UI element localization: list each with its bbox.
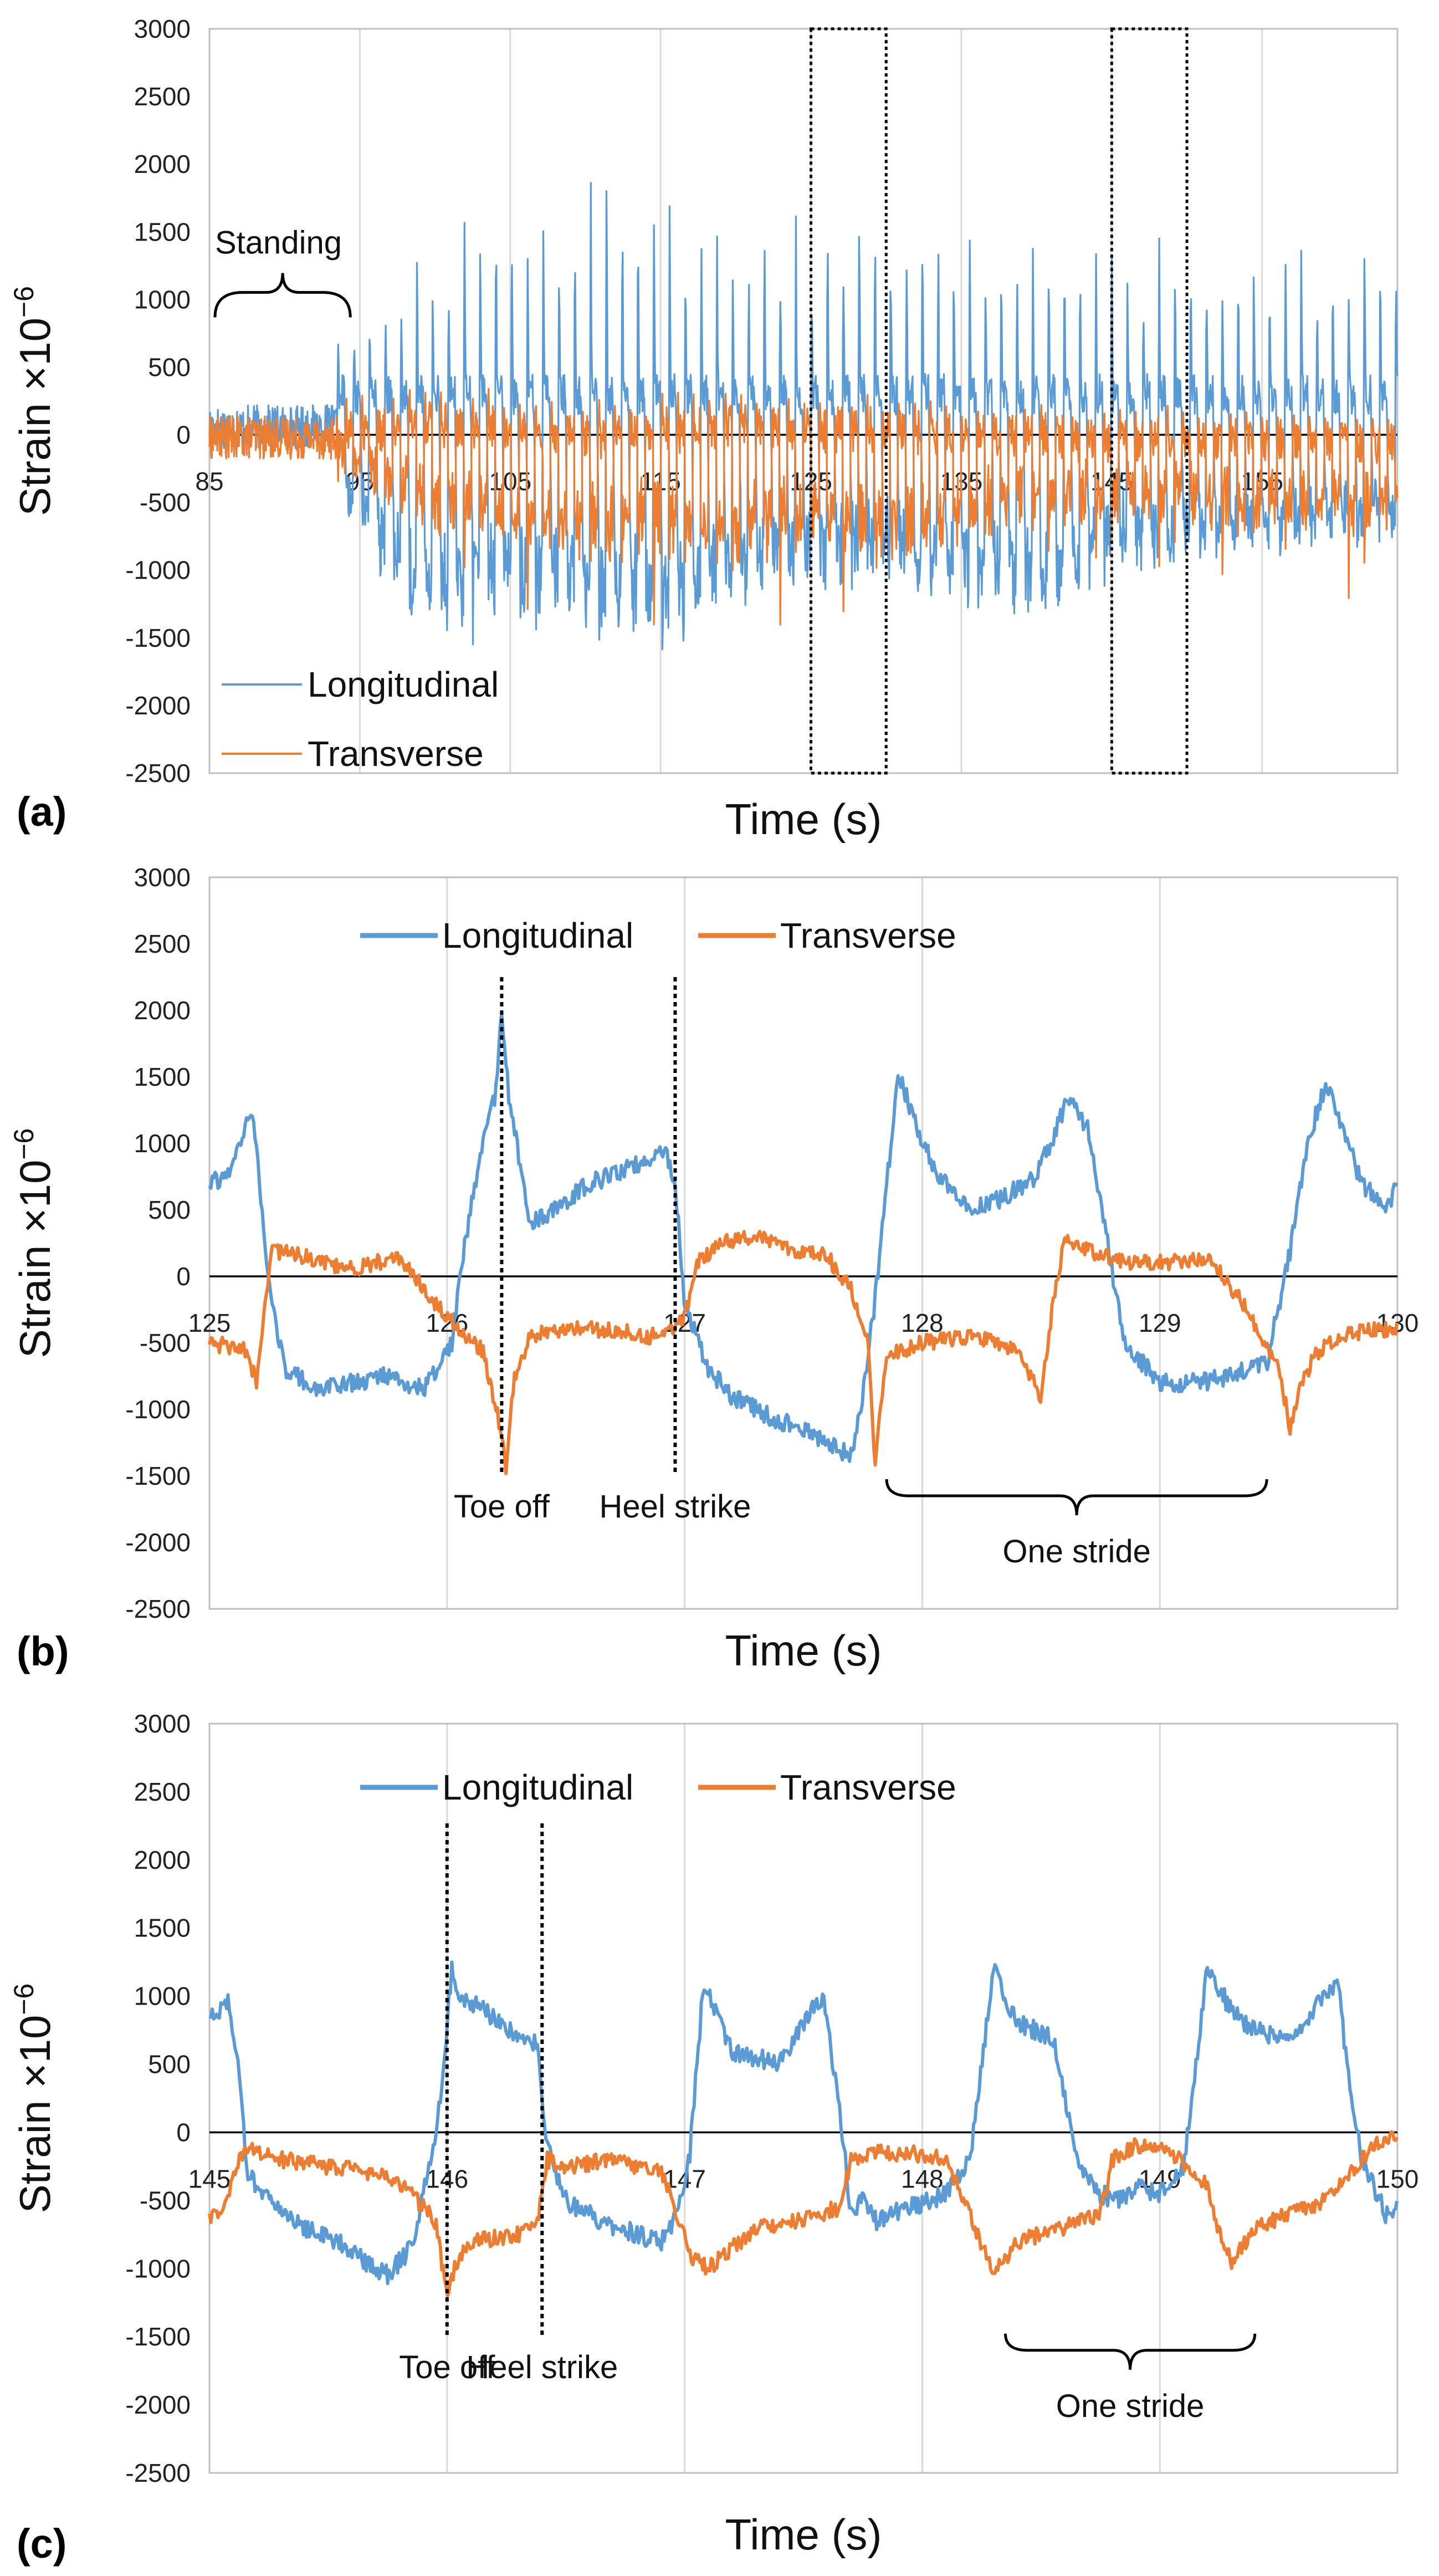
chart-panel-b: 3000 2500 2000 1500 1000 500 0 -500 -1000 -1500 -2… — [8, 863, 1418, 1675]
y-tick-label: 500 — [148, 2050, 191, 2079]
x-axis-title: Time (s) — [725, 1626, 882, 1675]
y-tick-label: 1000 — [134, 1982, 191, 2011]
toe-off-label: Toe off — [399, 2349, 495, 2385]
y-tick-label: 500 — [148, 1195, 191, 1224]
legend-label-transverse: Transverse — [780, 1767, 956, 1807]
series-line-transverse — [208, 387, 1399, 626]
y-tick-label: -1500 — [125, 623, 191, 652]
legend-label-longitudinal: Longitudinal — [442, 1767, 633, 1807]
chart-panel-c: 3000 2500 2000 1500 1000 500 0 -500 -1000 -1500 -2… — [8, 1709, 1418, 2567]
plot-frame — [208, 876, 1399, 1610]
standing-label: Standing — [215, 225, 342, 261]
heel-strike-label: Heel strike — [599, 1489, 751, 1525]
heel-strike-label: Heel strike — [466, 2349, 618, 2385]
x-tick-label: 125 — [188, 1309, 231, 1337]
y-axis-title-exponent: −6 — [8, 286, 39, 318]
y-tick-label: -1000 — [125, 1395, 191, 1424]
x-axis-title: Time (s) — [725, 2510, 882, 2559]
x-tick-label: 150 — [1376, 2164, 1419, 2193]
series-line-longitudinal — [209, 1960, 1399, 2286]
y-axis-title-exponent: −6 — [8, 1128, 39, 1160]
y-tick-label: -500 — [140, 488, 191, 517]
y-tick-label: -1500 — [125, 1461, 191, 1490]
y-axis-title: Strain ×10−6 — [8, 1984, 59, 2214]
y-tick-label: -500 — [140, 1328, 191, 1357]
y-tick-label: -2000 — [125, 2390, 191, 2419]
y-tick-label: 500 — [148, 352, 191, 381]
toe-off-label: Toe off — [454, 1489, 550, 1525]
y-tick-label: 1000 — [134, 285, 191, 314]
y-tick-label: 2000 — [134, 996, 191, 1025]
y-tick-label: 1000 — [134, 1129, 191, 1158]
x-tick-label: 85 — [195, 467, 223, 496]
x-tick-label: 145 — [188, 2164, 231, 2193]
stride-label: One stride — [1002, 1534, 1151, 1570]
y-tick-label: 3000 — [134, 1709, 191, 1738]
series-line-longitudinal — [208, 1011, 1399, 1463]
y-tick-label: -1000 — [125, 2254, 191, 2283]
highlight-box — [810, 27, 888, 775]
y-axis-title-main: Strain ×10 — [11, 318, 59, 516]
x-tick-label: 129 — [1139, 1309, 1181, 1337]
x-tick-label: 146 — [426, 2164, 468, 2193]
y-tick-label: 2000 — [134, 1846, 191, 1874]
y-tick-label: -2500 — [125, 1594, 191, 1623]
panel-label: (c) — [17, 2521, 66, 2567]
y-tick-label: -2500 — [125, 759, 191, 788]
panel-label: (a) — [17, 789, 66, 835]
stride-label: One stride — [1056, 2388, 1205, 2424]
y-tick-label: -1000 — [125, 556, 191, 585]
y-axis-title-main: Strain ×10 — [11, 1160, 59, 1358]
y-axis-title: Strain ×10−6 — [8, 286, 59, 516]
y-tick-label: -2000 — [125, 691, 191, 720]
stride-brace — [885, 1479, 1268, 1516]
legend-label-transverse: Transverse — [308, 734, 484, 774]
standing-brace — [213, 273, 352, 318]
plot-frame — [208, 28, 1399, 774]
y-tick-label: 1500 — [134, 1062, 191, 1091]
y-tick-label: 0 — [176, 421, 191, 449]
y-tick-label: 1500 — [134, 217, 191, 246]
y-tick-label: 2500 — [134, 929, 191, 958]
x-axis-title: Time (s) — [725, 795, 882, 844]
y-tick-label: -500 — [140, 2186, 191, 2215]
series-line-transverse — [208, 2130, 1399, 2298]
stride-brace — [1003, 2333, 1257, 2370]
legend-label-longitudinal: Longitudinal — [308, 665, 499, 704]
y-tick-label: 2500 — [134, 1777, 191, 1806]
y-axis-title-exponent: −6 — [8, 1984, 39, 2015]
plot-frame — [208, 1723, 1399, 2474]
y-tick-label: 0 — [176, 1262, 191, 1291]
y-tick-label: 1500 — [134, 1914, 191, 1943]
y-tick-label: 3000 — [134, 14, 191, 43]
legend-label-transverse: Transverse — [780, 916, 956, 955]
legend-label-longitudinal: Longitudinal — [442, 916, 633, 955]
y-tick-label: -2500 — [125, 2459, 191, 2487]
y-axis-title-main: Strain ×10 — [11, 2015, 59, 2214]
series-line-transverse — [208, 1229, 1399, 1475]
highlight-box — [1110, 27, 1189, 775]
panel-label: (b) — [17, 1628, 69, 1674]
chart-panel-a: 3000 2500 2000 1500 1000 500 0 -500 -1000 -1500 -2… — [8, 14, 1399, 844]
y-tick-label: 2000 — [134, 150, 191, 178]
y-tick-label: -1500 — [125, 2322, 191, 2351]
y-tick-label: -2000 — [125, 1528, 191, 1557]
y-tick-label: 2500 — [134, 82, 191, 111]
y-tick-label: 3000 — [134, 863, 191, 892]
y-tick-label: 0 — [176, 2118, 191, 2146]
y-axis-title: Strain ×10−6 — [8, 1128, 59, 1358]
x-tick-label: 128 — [901, 1309, 944, 1337]
